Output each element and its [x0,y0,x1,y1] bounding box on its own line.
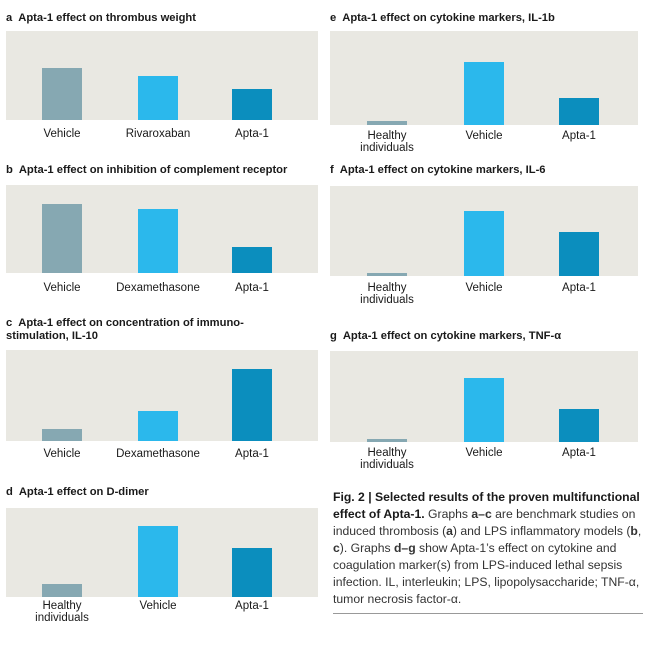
plot-area [330,186,638,276]
chart-title: e Apta-1 effect on cytokine markers, IL-1… [330,12,555,25]
category-label: Vehicle [43,128,81,140]
chart-title: d Apta-1 effect on D-dimer [6,486,149,499]
category-label: Vehicle [465,282,503,294]
plot-area [330,351,638,442]
category-label: Healthy individuals [360,130,414,154]
plot-area [6,350,318,441]
chart-title: f Apta-1 effect on cytokine markers, IL-6 [330,164,546,177]
panel-f: f Apta-1 effect on cytokine markers, IL-6… [330,164,648,312]
bar-dexamethasone [138,411,178,441]
bar-vehicle [464,378,504,442]
bar-apta-1 [559,409,599,442]
bar-healthy [367,439,407,442]
bar-rivaroxaban [138,76,178,120]
category-label: Vehicle [465,447,503,459]
category-label: Vehicle [465,130,503,142]
bar-apta-1 [232,548,272,597]
category-label: Apta-1 [562,282,596,294]
bar-apta-1 [232,369,272,441]
bar-apta-1 [232,246,272,273]
panel-letter: a [6,12,13,24]
category-label: Vehicle [139,600,177,612]
chart-title-text: Apta-1 effect on inhibition of complemen… [18,164,288,176]
panel-letter: e [330,12,337,24]
bar-vehicle [138,525,178,597]
category-label: Dexamethasone [116,448,200,460]
category-label: Healthy individuals [360,447,414,471]
chart-title: g Apta-1 effect on cytokine markers, TNF-… [330,330,561,343]
panel-letter: f [330,164,334,176]
chart-title-text: Apta-1 effect on D-dimer [18,486,149,498]
bar-apta-1 [559,231,599,276]
panel-letter: b [6,164,13,176]
panel-b: b Apta-1 effect on inhibition of compleme… [6,164,324,304]
plot-area [6,508,318,597]
panel-a: a Apta-1 effect on thrombus weight Vehicle… [6,12,318,152]
chart-title-text: Apta-1 effect on cytokine markers, TNF-α [342,330,562,342]
category-label: Apta-1 [235,282,269,294]
bar-healthy [367,121,407,125]
panel-c: c Apta-1 effect on concentration of immun… [6,317,324,467]
chart-title-text: Apta-1 effect on thrombus weight [18,12,196,24]
bar-healthy [367,273,407,276]
category-label: Apta-1 [235,448,269,460]
bar-vehicle [464,62,504,125]
category-label: Apta-1 [235,128,269,140]
chart-title: b Apta-1 effect on inhibition of compleme… [6,164,287,177]
plot-area [330,31,638,125]
bar-apta-1 [232,88,272,120]
category-label: Healthy individuals [360,282,414,306]
category-label: Vehicle [43,448,81,460]
category-label: Apta-1 [235,600,269,612]
chart-title-text: Apta-1 effect on cytokine markers, IL-1b [342,12,555,24]
plot-area [6,185,318,273]
bar-vehicle [42,68,82,120]
chart-title: a Apta-1 effect on thrombus weight [6,12,196,25]
category-label: Apta-1 [562,447,596,459]
panel-d: d Apta-1 effect on D-dimer Healthy individ… [6,486,318,631]
category-label: Apta-1 [562,130,596,142]
category-label: Healthy individuals [35,600,89,624]
bar-apta-1 [559,97,599,125]
panel-e: e Apta-1 effect on cytokine markers, IL-1… [330,12,648,160]
chart-title-text: Apta-1 effect on cytokine markers, IL-6 [339,164,546,176]
panel-letter: c [6,317,13,329]
plot-area [6,31,318,120]
caption-heading: Fig. 2 | Selected results of the proven … [333,490,640,521]
panel-g: g Apta-1 effect on cytokine markers, TNF-… [330,330,648,478]
bar-dexamethasone [138,208,178,273]
panel-letter: g [330,330,337,342]
chart-title-text: Apta-1 effect on concentration of immuno… [18,317,244,329]
bar-vehicle [42,203,82,273]
bar-vehicle [42,429,82,441]
bar-healthy [42,583,82,597]
category-label: Vehicle [43,282,81,294]
category-label: Dexamethasone [116,282,200,294]
chart-title: c Apta-1 effect on concentration of immun… [6,317,244,343]
panel-letter: d [6,486,13,498]
chart-title-text-line2: stimulation, IL-10 [6,330,98,342]
category-label: Rivaroxaban [125,128,191,140]
caption-rule [333,613,643,614]
bar-vehicle [464,211,504,276]
figure-caption: Fig. 2 | Selected results of the proven … [333,489,643,614]
